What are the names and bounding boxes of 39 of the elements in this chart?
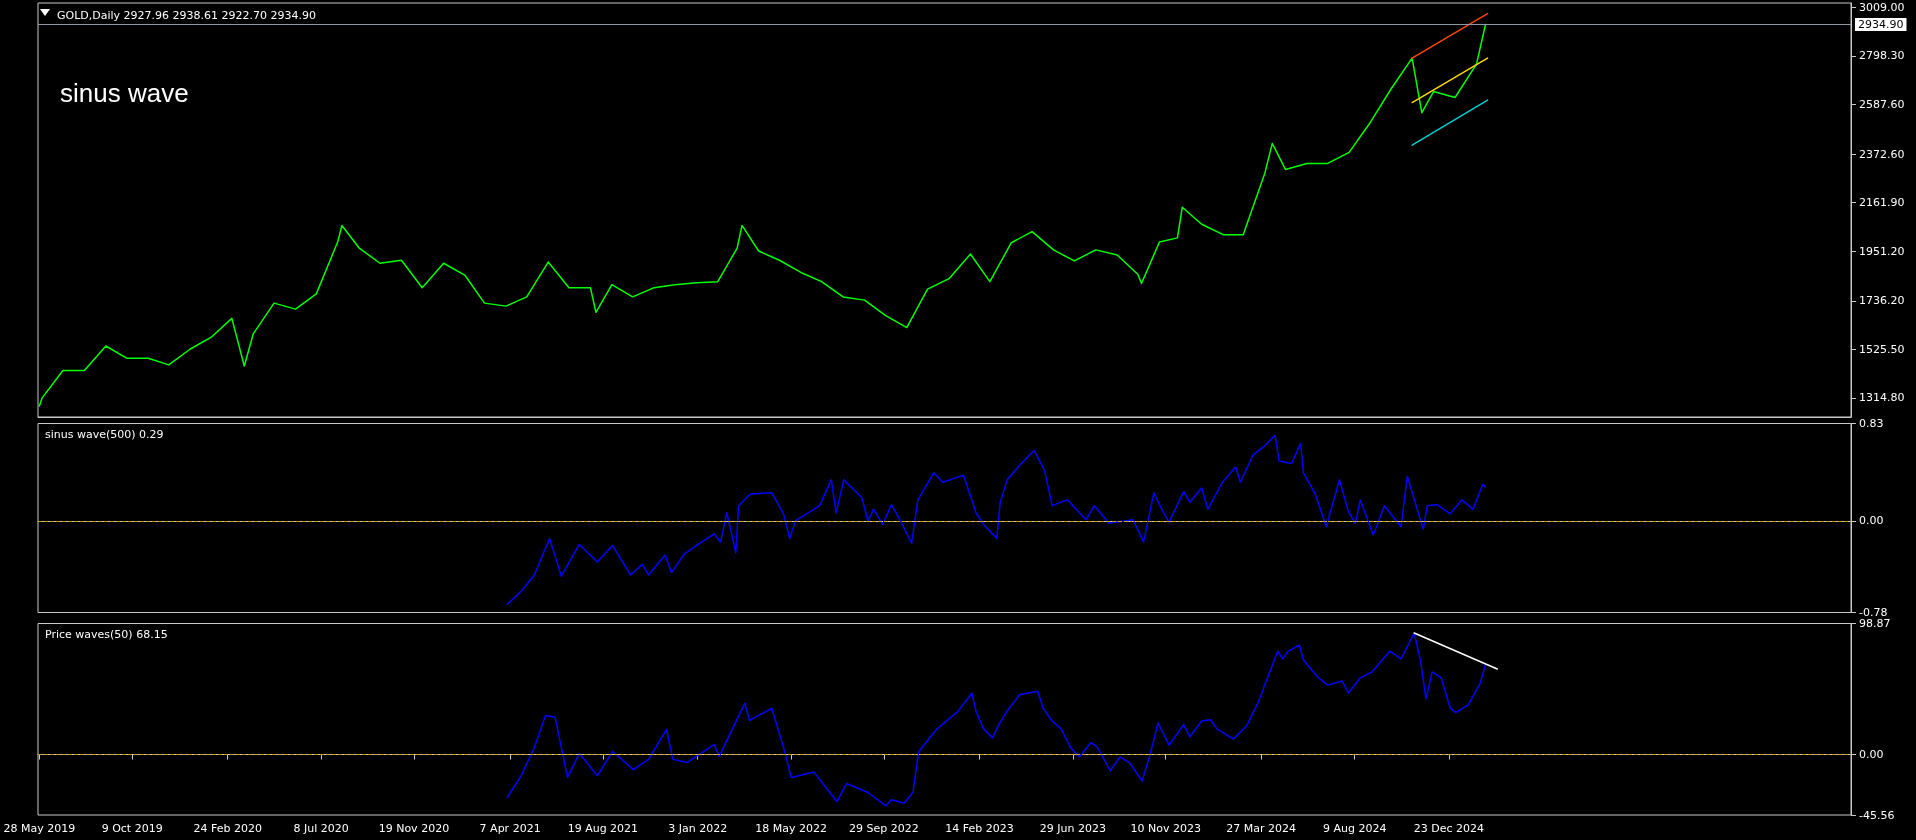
y-tick-label: 3009.00 — [1859, 0, 1905, 14]
y-tick-label: 1951.20 — [1859, 244, 1905, 258]
y-tick-label: 2587.60 — [1859, 98, 1905, 112]
x-tick-label: 3 Jan 2022 — [668, 822, 728, 835]
y-tick-label: -0.78 — [1859, 606, 1888, 619]
y-tick-label: 2372.60 — [1859, 147, 1905, 161]
line-series — [38, 23, 1487, 407]
x-tick-label: 7 Apr 2021 — [479, 822, 541, 835]
x-tick-label: 27 Mar 2024 — [1226, 822, 1297, 835]
x-tick-label: 28 May 2019 — [3, 822, 76, 835]
x-tick-label: 29 Jun 2023 — [1039, 822, 1106, 835]
y-tick-label: 2161.90 — [1859, 196, 1905, 210]
ref-line-label: 2934.90 — [1858, 17, 1904, 31]
x-tick-label: 23 Dec 2024 — [1413, 822, 1484, 835]
y-tick-label: 1314.80 — [1859, 391, 1905, 405]
y-tick-label: 1525.50 — [1859, 342, 1905, 356]
y-tick-label: 98.87 — [1859, 617, 1891, 630]
line-series — [506, 632, 1487, 807]
x-tick-label: 8 Jul 2020 — [293, 822, 349, 835]
chart-title: sinus wave(500) 0.29 — [45, 428, 164, 441]
x-tick-label: 9 Oct 2019 — [101, 822, 163, 835]
x-tick-label: 24 Feb 2020 — [193, 822, 262, 835]
x-tick-label: 18 May 2022 — [755, 822, 828, 835]
x-tick-label: 19 Aug 2021 — [567, 822, 639, 835]
x-tick-label: 19 Nov 2020 — [378, 822, 450, 835]
text: GOLD,Daily 2927.96 2938.61 2922.70 2934.90 — [57, 9, 317, 22]
text: Price waves(50) 68.15 — [45, 628, 168, 641]
y-tick-label: 0.83 — [1859, 417, 1884, 430]
line-series — [506, 434, 1487, 606]
x-tick-label: 10 Nov 2023 — [1130, 822, 1201, 835]
y-tick-label: -45.56 — [1859, 808, 1895, 822]
annotation: sinus wave — [60, 78, 189, 108]
y-tick-label: 2798.30 — [1859, 49, 1905, 63]
y-tick-label: 1736.20 — [1859, 294, 1905, 308]
x-tick-label: 9 Aug 2024 — [1322, 822, 1387, 835]
x-tick-label: 29 Sep 2022 — [849, 822, 919, 835]
y-tick-label: 0.00 — [1859, 748, 1884, 762]
y-tick-label: 0.00 — [1859, 514, 1884, 528]
x-tick-label: 14 Feb 2023 — [945, 822, 1014, 835]
